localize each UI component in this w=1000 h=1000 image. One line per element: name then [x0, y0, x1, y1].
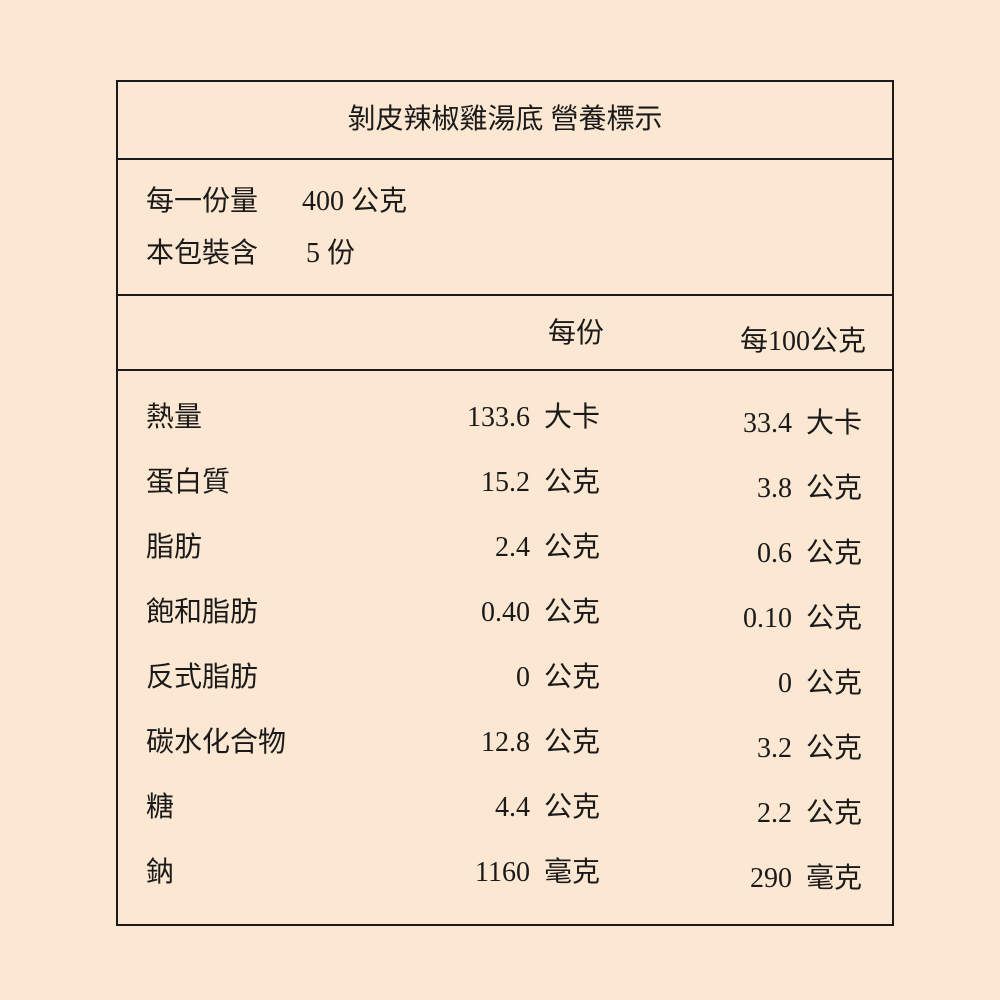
nutrient-name: 鈉 — [146, 857, 175, 888]
nutrient-name: 碳水化合物 — [146, 727, 287, 758]
per-100g-unit: 公克 — [806, 538, 863, 569]
per-100g-value: 290 — [750, 863, 792, 894]
per-serving-value: 1160 — [475, 857, 530, 888]
nutrient-name: 熱量 — [146, 402, 203, 433]
per-serving-unit: 公克 — [544, 467, 601, 498]
per-serving-value: 133.6 — [467, 402, 530, 433]
nutrition-label: 剝皮辣椒雞湯底 營養標示 每一份量 400 公克 本包裝含 5 份 每份 每10… — [116, 80, 894, 926]
serving-size-value: 400 公克 — [302, 186, 408, 217]
divider — [118, 158, 892, 160]
per-100g-unit: 公克 — [806, 733, 863, 764]
per-100g-value: 0.6 — [757, 538, 792, 569]
nutrient-name: 脂肪 — [146, 532, 203, 563]
per-serving-unit: 公克 — [544, 662, 601, 693]
servings-count-value: 5 份 — [306, 238, 356, 269]
per-serving-unit: 毫克 — [544, 857, 601, 888]
nutrient-name: 飽和脂肪 — [146, 597, 259, 628]
divider — [118, 294, 892, 296]
label-title: 剝皮辣椒雞湯底 營養標示 — [347, 104, 663, 135]
per-100g-unit: 公克 — [806, 668, 863, 699]
per-100g-unit: 公克 — [806, 473, 863, 504]
column-header-per-serving: 每份 — [547, 318, 604, 349]
per-serving-unit: 公克 — [544, 597, 601, 628]
per-serving-value: 2.4 — [495, 532, 530, 563]
per-serving-unit: 大卡 — [544, 402, 601, 433]
per-100g-value: 0 — [778, 668, 792, 699]
per-serving-unit: 公克 — [544, 727, 601, 758]
per-serving-value: 0.40 — [481, 597, 530, 628]
per-serving-value: 12.8 — [481, 727, 530, 758]
per-100g-value: 33.4 — [743, 408, 792, 439]
per-serving-value: 4.4 — [495, 792, 530, 823]
per-100g-value: 3.2 — [757, 733, 792, 764]
column-header-per-100g: 每100公克 — [739, 326, 866, 357]
per-100g-value: 3.8 — [757, 473, 792, 504]
nutrient-name: 反式脂肪 — [146, 662, 259, 693]
servings-count-label: 本包裝含 — [146, 238, 259, 269]
serving-size-label: 每一份量 — [146, 186, 259, 217]
nutrient-name: 糖 — [146, 792, 175, 823]
per-100g-unit: 公克 — [806, 603, 863, 634]
divider — [118, 369, 892, 371]
per-100g-unit: 公克 — [806, 798, 863, 829]
per-100g-unit: 大卡 — [806, 408, 863, 439]
per-100g-value: 2.2 — [757, 798, 792, 829]
per-serving-unit: 公克 — [544, 532, 601, 563]
per-serving-unit: 公克 — [544, 792, 601, 823]
per-100g-value: 0.10 — [743, 603, 792, 634]
per-serving-value: 0 — [516, 662, 530, 693]
per-serving-value: 15.2 — [481, 467, 530, 498]
per-100g-unit: 毫克 — [806, 863, 863, 894]
nutrient-name: 蛋白質 — [146, 467, 231, 498]
